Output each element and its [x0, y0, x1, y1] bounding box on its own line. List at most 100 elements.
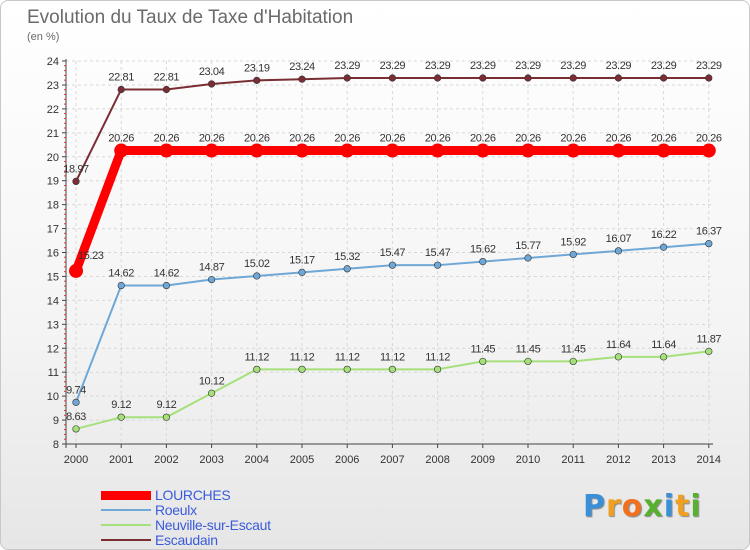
data-label: 15.92 [560, 236, 586, 248]
data-point [253, 272, 261, 280]
data-label: 23.29 [425, 60, 451, 72]
data-label: 15.77 [515, 240, 541, 252]
y-tick-label: 9 [53, 415, 59, 427]
x-tick-label: 2000 [64, 454, 88, 466]
data-label: 9.12 [111, 399, 131, 411]
data-label: 11.12 [335, 351, 360, 363]
data-label: 15.32 [334, 251, 360, 263]
data-label: 23.29 [651, 60, 677, 72]
y-tick-label: 11 [48, 367, 59, 379]
data-label: 15.02 [244, 258, 270, 270]
proxiti-logo: Proxiti [583, 489, 702, 524]
data-label: 23.29 [470, 60, 496, 72]
data-label: 9.12 [156, 399, 176, 411]
data-label: 20.26 [334, 133, 360, 145]
data-point [611, 143, 626, 158]
data-point [569, 250, 577, 259]
data-point [295, 143, 309, 158]
data-point [388, 365, 397, 373]
x-tick-label: 2010 [516, 454, 540, 466]
data-label: 16.07 [606, 233, 632, 245]
data-label: 20.26 [470, 133, 496, 145]
data-point [385, 143, 400, 158]
data-point [162, 281, 170, 290]
data-label: 20.26 [560, 133, 586, 145]
data-point [204, 143, 219, 158]
data-point [614, 247, 623, 255]
data-label: 11.12 [244, 351, 269, 363]
y-tick-label: 19 [47, 176, 59, 188]
y-tick-label: 13 [47, 319, 59, 331]
y-tick-label: 8 [53, 439, 59, 451]
data-point [208, 80, 216, 88]
data-label: 23.29 [515, 60, 541, 72]
x-tick-label: 2001 [109, 454, 133, 466]
data-label: 23.29 [380, 60, 406, 72]
data-label: 15.62 [470, 244, 496, 256]
data-label: 10.12 [199, 375, 225, 387]
legend-label: Escaudain [155, 532, 218, 548]
data-point [117, 85, 125, 94]
y-tick-label: 22 [47, 104, 59, 116]
data-label: 15.23 [78, 250, 104, 262]
data-point [117, 413, 125, 421]
data-point [159, 143, 174, 158]
data-label: 22.81 [108, 71, 134, 83]
data-point [340, 143, 355, 158]
y-tick-label: 20 [47, 152, 59, 164]
x-tick-label: 2007 [380, 454, 404, 466]
data-point [343, 74, 351, 82]
x-tick-label: 2014 [697, 454, 721, 466]
data-label: 20.26 [289, 133, 315, 145]
data-label: 15.47 [380, 247, 406, 259]
legend-swatch [101, 539, 151, 541]
data-label: 11.12 [290, 351, 315, 363]
data-point [69, 263, 83, 278]
data-point [479, 357, 487, 366]
data-label: 11.64 [651, 339, 676, 351]
chart-title: Evolution du Taux de Taxe d'Habitation [27, 7, 354, 28]
data-point [705, 240, 713, 248]
data-point [521, 143, 535, 158]
data-point [162, 85, 170, 94]
data-point [475, 143, 490, 158]
data-label: 11.87 [696, 333, 721, 345]
data-point [253, 76, 261, 84]
x-tick-label: 2006 [335, 454, 359, 466]
data-label: 23.19 [244, 62, 270, 74]
data-point [524, 74, 532, 82]
data-point [434, 74, 442, 82]
data-point [298, 268, 306, 276]
data-label: 23.29 [334, 60, 360, 72]
data-label: 9.74 [66, 384, 86, 396]
legend-item-neuville-sur-escaut: Neuville-sur-Escaut [101, 517, 271, 533]
logo-letter: i [690, 489, 702, 524]
data-label: 16.22 [651, 229, 677, 241]
data-point [114, 143, 129, 158]
y-tick-label: 21 [47, 128, 59, 140]
data-label: 8.63 [66, 411, 86, 423]
y-tick-label: 16 [47, 248, 59, 260]
data-point [72, 177, 80, 186]
y-tick-label: 24 [47, 56, 59, 68]
data-point [659, 353, 668, 361]
x-tick-label: 2008 [425, 454, 449, 466]
y-tick-label: 23 [47, 80, 59, 92]
data-point [566, 143, 581, 158]
data-label: 20.26 [696, 133, 722, 145]
data-point [253, 365, 261, 373]
data-point [117, 281, 125, 290]
data-point [524, 357, 532, 366]
data-point [614, 353, 623, 361]
legend-label: LOURCHES [155, 487, 231, 503]
data-label: 20.26 [199, 133, 225, 145]
logo-letter: i [663, 489, 676, 524]
data-point [614, 74, 623, 82]
data-label: 14.87 [199, 262, 225, 274]
data-point [659, 74, 668, 82]
data-point [479, 257, 487, 266]
data-label: 20.26 [380, 133, 406, 145]
data-label: 23.29 [696, 60, 722, 72]
data-label: 11.12 [380, 351, 405, 363]
